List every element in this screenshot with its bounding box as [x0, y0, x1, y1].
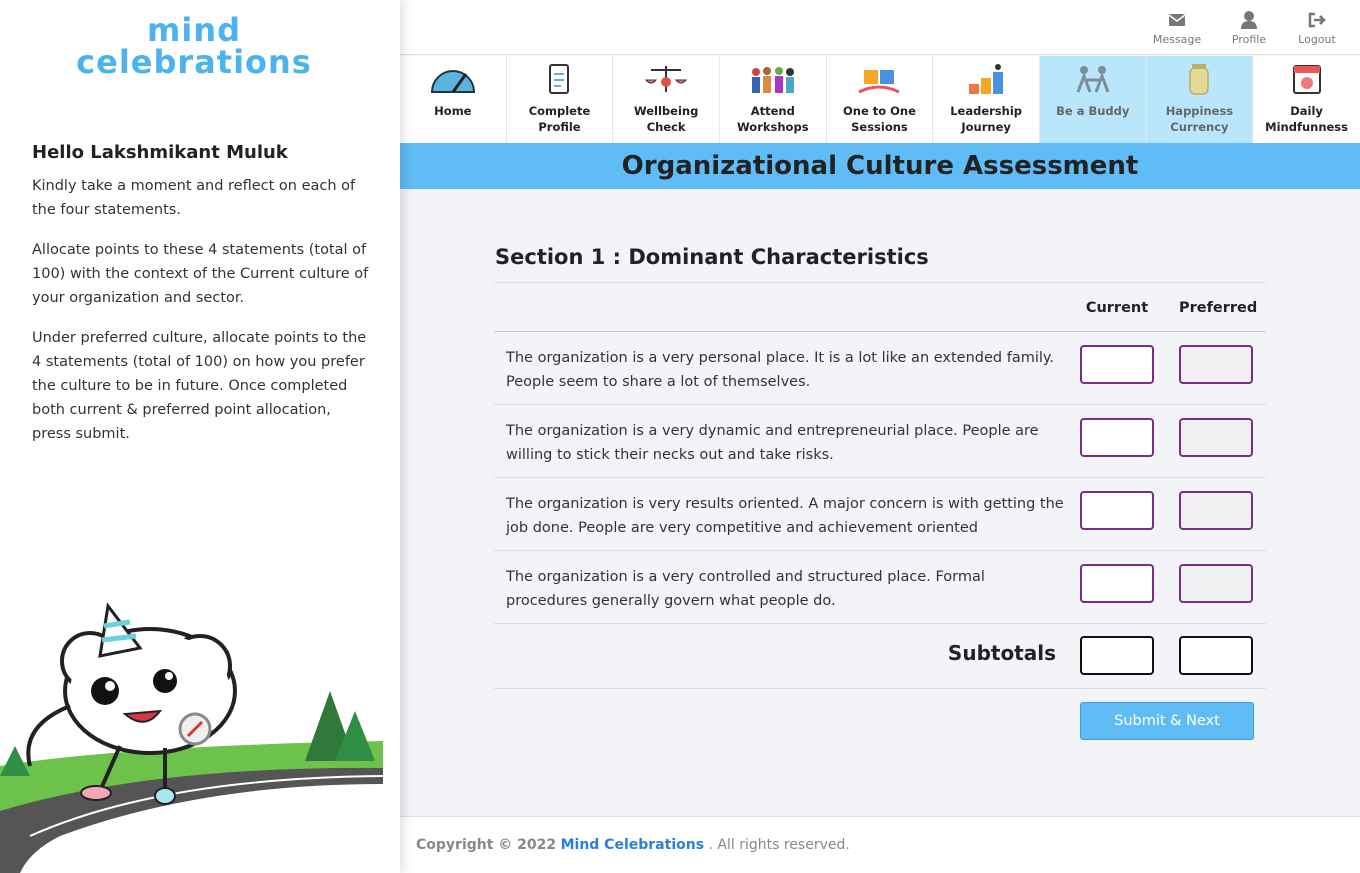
preferred-subtotal-field[interactable] [1179, 636, 1253, 675]
col-preferred-header: Preferred [1179, 300, 1258, 316]
table-row: The organization is a very dynamic and e… [494, 405, 1266, 478]
nav-tile-label: Be a Buddy [1056, 104, 1130, 118]
current-subtotal-field[interactable] [1080, 636, 1154, 675]
nav-tile-label: Leadership Journey [950, 104, 1022, 134]
copyright-suffix: . All rights reserved. [708, 837, 850, 853]
scales-icon [645, 66, 688, 92]
speedometer-icon [430, 70, 475, 93]
brand-link[interactable]: Mind Celebrations [560, 837, 705, 853]
preferred-points-input[interactable] [1179, 491, 1253, 530]
message-button[interactable]: Message [1147, 10, 1207, 46]
logo-line-2: celebrations [76, 43, 312, 81]
instructions: Kindly take a moment and reflect on each… [32, 174, 372, 462]
logout-icon [1308, 12, 1326, 28]
nav-tile-wellbeing-check[interactable]: Wellbeing Check [613, 56, 720, 143]
copyright-text: Copyright © 2022 Mind Celebrations . All… [416, 837, 850, 853]
assessment-table: Current Preferred The organization is a … [494, 282, 1266, 689]
nav-tile-label: Daily Mindfunness [1265, 104, 1348, 134]
instruction-paragraph: Under preferred culture, allocate points… [32, 330, 367, 442]
preferred-points-input[interactable] [1179, 345, 1253, 384]
subtotals-row: Subtotals [494, 624, 1266, 689]
feature-nav: Home Complete Profile Wellbeing Check At… [400, 56, 1360, 143]
submit-next-button[interactable]: Submit & Next [1080, 702, 1254, 740]
table-row: The organization is a very controlled an… [494, 551, 1266, 624]
nav-tile-be-a-buddy[interactable]: Be a Buddy [1039, 56, 1147, 143]
calendar-brain-icon [1292, 65, 1321, 94]
col-current-header: Current [1085, 300, 1149, 316]
buddies-icon [1076, 66, 1110, 93]
preferred-points-input[interactable] [1179, 418, 1253, 457]
instruction-paragraph: Allocate points to these 4 statements (t… [32, 242, 369, 306]
envelope-icon [1168, 14, 1186, 26]
copyright-prefix: Copyright © 2022 [416, 837, 557, 853]
current-points-input[interactable] [1080, 564, 1154, 603]
current-points-input[interactable] [1080, 345, 1154, 384]
statement-text: The organization is a very dynamic and e… [506, 423, 1039, 463]
brain-mascot-illustration [0, 602, 384, 873]
current-points-input[interactable] [1080, 491, 1154, 530]
current-points-input[interactable] [1080, 418, 1154, 457]
coin-jar-icon [1189, 64, 1210, 95]
instruction-paragraph: Kindly take a moment and reflect on each… [32, 178, 356, 218]
nav-tile-label: Attend Workshops [737, 104, 809, 134]
nav-tile-label: Wellbeing Check [633, 104, 699, 134]
subtotals-label: Subtotals [947, 641, 1056, 665]
logout-label: Logout [1298, 33, 1336, 46]
nav-tile-daily-mindfulness[interactable]: Daily Mindfunness [1253, 56, 1360, 143]
section-title: Section 1 : Dominant Characteristics [495, 245, 929, 269]
nav-tile-label: Happiness Currency [1165, 104, 1234, 134]
table-row: The organization is very results oriente… [494, 478, 1266, 551]
preferred-points-input[interactable] [1179, 564, 1253, 603]
nav-tile-one-to-one-sessions[interactable]: One to One Sessions [827, 56, 934, 143]
statement-text: The organization is a very personal plac… [506, 350, 1055, 390]
footer: Copyright © 2022 Mind Celebrations . All… [400, 816, 1360, 873]
top-header: Message Profile Logout [400, 0, 1360, 55]
logo-line-1: mind [147, 11, 241, 49]
nav-tile-label: One to One Sessions [842, 104, 916, 134]
profile-button[interactable]: Profile [1219, 10, 1279, 46]
profile-label: Profile [1231, 33, 1267, 46]
nav-tile-leadership-journey[interactable]: Leadership Journey [933, 56, 1040, 143]
page-title: Organizational Culture Assessment [400, 143, 1360, 189]
greeting: Hello Lakshmikant Muluk [32, 142, 288, 163]
clipboard-icon [549, 64, 570, 94]
nav-tile-attend-workshops[interactable]: Attend Workshops [720, 56, 827, 143]
nav-tile-label: Home [434, 104, 472, 118]
message-label: Message [1152, 33, 1202, 46]
sidebar: mind celebrations Hello Lakshmikant Mulu… [0, 0, 400, 873]
group-people-icon [751, 67, 794, 93]
nav-tile-happiness-currency[interactable]: Happiness Currency [1146, 56, 1254, 143]
nav-tile-home[interactable]: Home [400, 56, 507, 143]
podium-icon [969, 64, 1004, 94]
mind-celebrations-logo[interactable]: mind celebrations [0, 14, 388, 78]
user-icon [1241, 11, 1257, 29]
puzzle-people-icon [858, 70, 901, 94]
statement-text: The organization is a very controlled an… [506, 569, 985, 609]
table-header: Current Preferred [494, 282, 1266, 332]
nav-tile-complete-profile[interactable]: Complete Profile [507, 56, 614, 143]
logout-button[interactable]: Logout [1287, 10, 1347, 46]
table-row: The organization is a very personal plac… [494, 332, 1266, 405]
statement-text: The organization is very results oriente… [506, 496, 1064, 536]
nav-tile-label: Complete Profile [528, 104, 591, 134]
